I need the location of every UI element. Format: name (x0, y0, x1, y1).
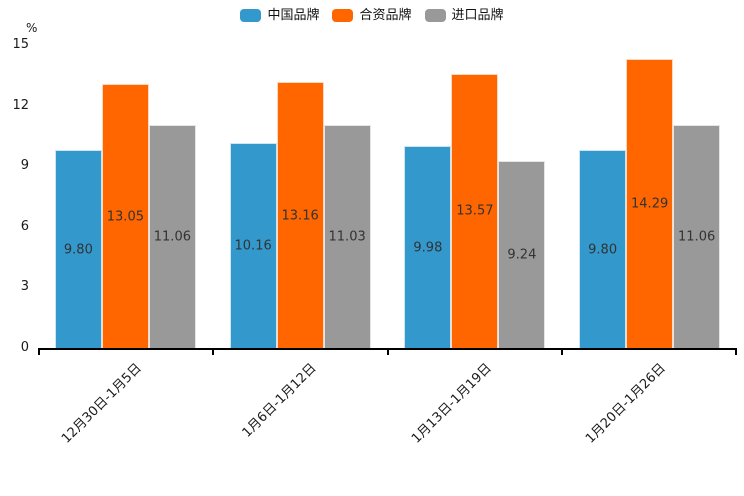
legend-item-china-brand[interactable]: 中国品牌 (240, 8, 319, 23)
bar-import-brand-3[interactable]: 11.06 (673, 124, 721, 348)
bar-value-label-china-brand-2: 9.98 (413, 240, 443, 256)
legend-label-joint-venture-brand: 合资品牌 (359, 8, 412, 23)
bar-value-label-joint-venture-brand-0: 13.05 (106, 209, 144, 225)
bar-group-3: 9.80 14.29 11.06 (562, 45, 737, 348)
x-axis-tick (386, 350, 389, 355)
x-axis-tick (211, 350, 214, 355)
y-axis-tick-label: 0 (20, 340, 29, 355)
bar-value-label-joint-venture-brand-3: 14.29 (631, 196, 669, 212)
legend-item-joint-venture-brand[interactable]: 合资品牌 (332, 8, 412, 23)
bar-value-label-joint-venture-brand-1: 13.16 (281, 208, 319, 224)
x-axis-tick (38, 350, 40, 355)
bar-value-label-china-brand-1: 10.16 (234, 238, 272, 254)
plot-area: 9.80 13.05 11.06 10.16 13.16 11.03 9.98 13.57 9.… (38, 45, 737, 355)
bar-value-label-china-brand-3: 9.80 (588, 242, 618, 258)
legend-item-import-brand[interactable]: 进口品牌 (424, 8, 504, 23)
legend-label-china-brand: 中国品牌 (267, 8, 320, 23)
bar-china-brand-3[interactable]: 9.80 (579, 150, 627, 348)
bar-china-brand-2[interactable]: 9.98 (404, 146, 452, 348)
chart-legend: 中国品牌 合资品牌 进口品牌 (0, 8, 744, 23)
bar-group-0: 9.80 13.05 11.06 (38, 45, 213, 348)
legend-swatch-import-brand (424, 9, 446, 22)
bar-joint-venture-brand-3[interactable]: 14.29 (626, 59, 674, 348)
x-axis-labels: 12月30日-1月5日 1月6日-1月12日 1月13日-1月19日 1月20日-1月… (38, 350, 737, 480)
bar-china-brand-0[interactable]: 9.80 (54, 150, 102, 348)
bar-group-1: 10.16 13.16 11.03 (213, 45, 388, 348)
legend-swatch-china-brand (240, 9, 262, 22)
bar-value-label-joint-venture-brand-2: 13.57 (456, 203, 494, 219)
x-axis-label-2: 1月13日-1月19日 (408, 360, 495, 447)
bar-import-brand-0[interactable]: 11.06 (148, 124, 196, 348)
bar-value-label-import-brand-3: 11.06 (678, 229, 716, 245)
x-axis-label-1: 1月6日-1月12日 (239, 360, 320, 441)
x-axis-tick (735, 350, 737, 355)
bar-import-brand-2[interactable]: 9.24 (498, 161, 546, 348)
y-axis-tick-label: 6 (20, 218, 29, 234)
x-axis-label-3: 1月20日-1月26日 (583, 360, 670, 447)
y-axis-tick-label: 9 (20, 158, 29, 174)
x-axis-label-0: 12月30日-1月5日 (59, 360, 145, 447)
bar-value-label-import-brand-2: 9.24 (507, 247, 537, 263)
bar-joint-venture-brand-2[interactable]: 13.57 (451, 73, 499, 348)
x-axis-tick (561, 350, 564, 355)
bar-group-2: 9.98 13.57 9.24 (388, 45, 563, 348)
y-axis-tick-label: 15 (12, 37, 29, 52)
bar-joint-venture-brand-0[interactable]: 13.05 (101, 84, 149, 348)
y-axis-tick-label: 3 (20, 279, 29, 295)
bar-value-label-china-brand-0: 9.80 (63, 242, 93, 258)
legend-label-import-brand: 进口品牌 (451, 8, 504, 23)
y-axis-tick-label: 12 (12, 97, 29, 113)
bar-value-label-import-brand-1: 11.03 (328, 229, 366, 245)
bar-china-brand-1[interactable]: 10.16 (229, 142, 277, 348)
bar-import-brand-1[interactable]: 11.03 (323, 125, 371, 348)
y-axis-unit-label: % (26, 21, 38, 35)
bar-joint-venture-brand-1[interactable]: 13.16 (276, 82, 324, 348)
legend-swatch-joint-venture-brand (332, 9, 354, 22)
bar-value-label-import-brand-0: 11.06 (153, 229, 191, 245)
y-axis: 0 3 6 9 12 15 (0, 37, 29, 355)
